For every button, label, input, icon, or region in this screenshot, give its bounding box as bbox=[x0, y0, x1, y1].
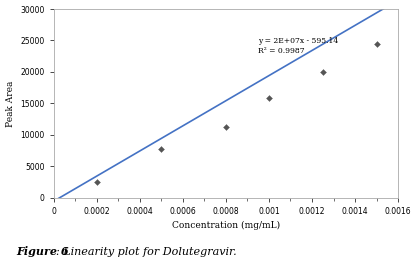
Point bbox=[158, 146, 165, 151]
Point bbox=[319, 70, 326, 74]
Y-axis label: Peak Area: Peak Area bbox=[5, 80, 15, 126]
Text: : Linearity plot for Dolutegravir.: : Linearity plot for Dolutegravir. bbox=[56, 247, 237, 257]
Text: Figure 6: Figure 6 bbox=[17, 246, 69, 257]
Point bbox=[266, 95, 272, 100]
Point bbox=[223, 125, 229, 129]
Point bbox=[93, 180, 100, 184]
X-axis label: Concentration (mg/mL): Concentration (mg/mL) bbox=[172, 221, 280, 230]
Text: y = 2E+07x - 595.14
R² = 0.9987: y = 2E+07x - 595.14 R² = 0.9987 bbox=[258, 37, 338, 54]
Point bbox=[373, 42, 380, 46]
